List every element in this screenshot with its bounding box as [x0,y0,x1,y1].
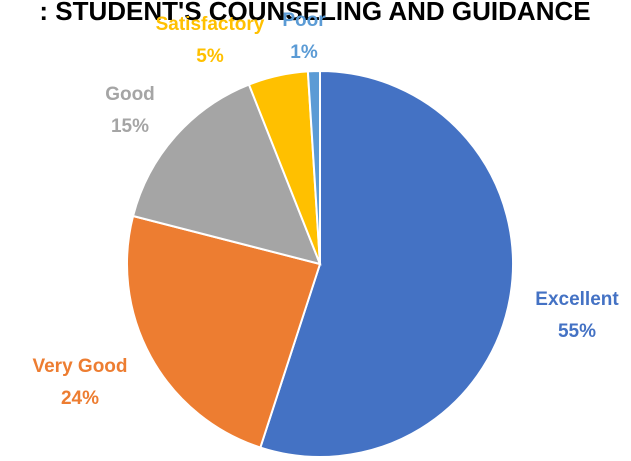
slice-name-good: Good [105,84,155,105]
slice-value-satisfactory: 5% [196,46,224,67]
slice-name-excellent: Excellent [535,289,619,310]
chart-title: : STUDENT'S COUNSELING AND GUIDANCE [39,0,590,26]
slice-value-good: 15% [111,116,149,137]
pie-slice-excellent [259,69,514,458]
slice-value-poor: 1% [290,42,318,63]
slice-name-satisfactory: Satisfactory [156,14,265,35]
slice-name-very-good: Very Good [32,356,127,377]
pie-slice-good [131,83,322,266]
slice-name-poor: Poor [282,10,326,31]
pie-slices [126,69,514,458]
slice-labels: Excellent 55% Very Good 24% Good 15% Satisfact… [32,10,619,409]
slice-value-very-good: 24% [61,388,99,409]
pie-slice-very-good [126,214,322,449]
pie-slice-poor [306,69,321,265]
slice-value-excellent: 55% [558,321,596,342]
